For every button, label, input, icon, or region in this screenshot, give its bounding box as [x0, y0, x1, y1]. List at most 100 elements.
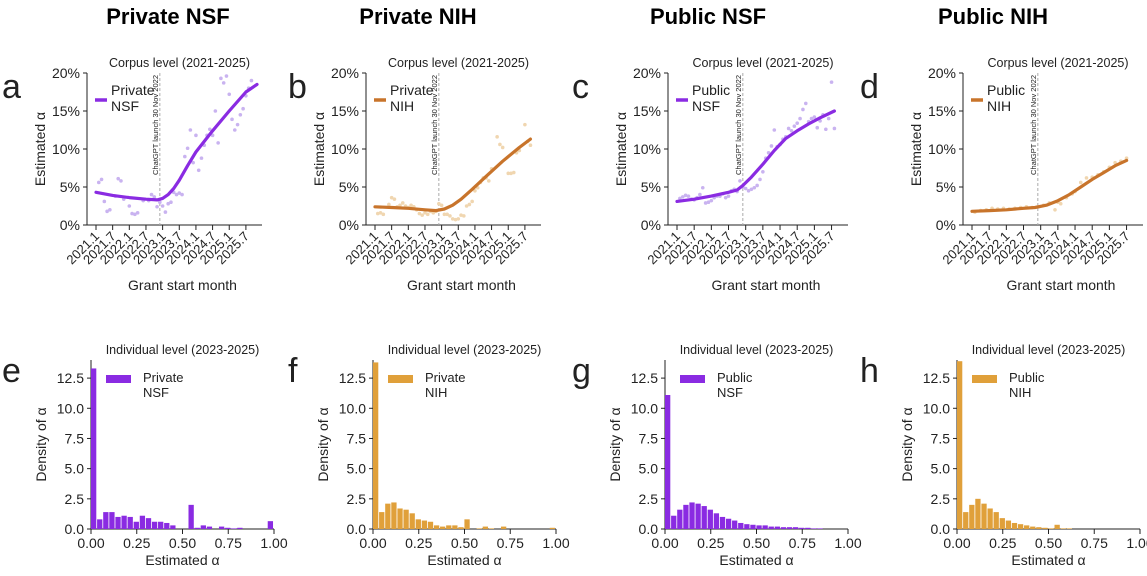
histogram-bar [379, 512, 385, 529]
scatter-point [102, 199, 107, 204]
scatter-point [723, 195, 728, 200]
scatter-point [177, 191, 182, 195]
scatter-point [400, 201, 405, 205]
histogram-bar [500, 526, 507, 529]
y-tick-label: 20% [52, 65, 80, 81]
scatter-point [108, 208, 112, 212]
chatgpt-launch-annotation: ChatGPT launch 30 Nov 2022 [734, 75, 743, 175]
scatter-point [511, 170, 516, 175]
scatter-point [803, 101, 808, 106]
y-tick-label: 12.5 [57, 370, 84, 386]
x-tick-label: 0.00 [943, 535, 970, 551]
y-tick-label: 0.0 [931, 521, 951, 537]
histogram-bar [738, 522, 744, 529]
y-tick-label: 0.0 [347, 521, 367, 537]
panel-letter: e [2, 352, 21, 390]
x-tick-label: 0.25 [989, 535, 1016, 551]
scatter-point [119, 179, 123, 183]
histogram-bar [762, 525, 768, 529]
scatter-point [495, 135, 499, 139]
scatter-point [1058, 201, 1063, 206]
column-title-public-nih: Public NIH [937, 4, 1048, 29]
y-tick-label: 0% [936, 217, 956, 233]
histogram-bar [750, 524, 756, 529]
chart-title: Corpus level (2021-2025) [109, 56, 250, 70]
scatter-point [523, 122, 527, 127]
scatter-point [738, 179, 742, 183]
histogram-bar [1011, 522, 1018, 529]
histogram-bar [817, 528, 823, 529]
histogram-bar [170, 525, 176, 529]
scatter-point [163, 210, 168, 214]
y-tick-label: 10.0 [57, 400, 84, 416]
chart-title: Individual level (2023-2025) [972, 343, 1126, 357]
chatgpt-launch-annotation: ChatGPT launch 30 Nov 2022 [1029, 75, 1038, 175]
y-tick-label: 5.0 [931, 461, 951, 477]
histogram-bar [725, 518, 732, 529]
y-tick-label: 7.5 [65, 430, 85, 446]
chart-title: Individual level (2023-2025) [106, 343, 260, 357]
histogram-bar [164, 522, 170, 529]
x-axis-label: Estimated α [427, 552, 501, 568]
panel-letter: a [2, 68, 21, 106]
scatter-point [437, 201, 441, 206]
scatter-point [392, 197, 397, 201]
chart-title: Individual level (2023-2025) [388, 343, 542, 357]
scatter-point [798, 116, 802, 121]
histogram-bar [133, 521, 139, 529]
scatter-point [467, 202, 472, 207]
panel-letter: c [572, 68, 589, 106]
histogram-bar [488, 528, 495, 529]
x-tick-label: 0.25 [697, 535, 724, 551]
scatter-point [795, 121, 800, 125]
y-tick-label: 7.5 [347, 430, 367, 446]
histogram-bar [799, 527, 805, 529]
scatter-point [752, 185, 757, 190]
y-tick-label: 20% [928, 65, 956, 81]
histogram-bar [1036, 527, 1042, 529]
x-tick-label: 1.00 [834, 535, 861, 551]
panel-letter: d [860, 68, 879, 106]
legend-label-line2: NIH [425, 385, 447, 400]
scatter-point [812, 115, 817, 119]
y-tick-label: 15% [52, 103, 80, 119]
histogram-bar [963, 512, 969, 529]
x-tick-label: 0.25 [405, 535, 432, 551]
histogram-bar [433, 525, 440, 529]
scatter-point [155, 204, 159, 209]
scatter-point [683, 193, 688, 198]
scatter-point [746, 189, 751, 193]
scatter-point [1124, 156, 1129, 160]
scatter-point [826, 116, 831, 121]
histogram-bar [1024, 525, 1030, 529]
histogram-bar [1060, 528, 1066, 529]
histogram-bar [97, 519, 103, 529]
scatter-point [442, 212, 447, 217]
histogram-bar [409, 513, 415, 529]
histogram-bar [188, 504, 194, 529]
scatter-point [224, 74, 229, 78]
histogram-bar [446, 525, 452, 529]
scatter-point [700, 185, 705, 190]
legend-label-line1: Public [987, 82, 1025, 98]
scatter-point [409, 203, 413, 208]
x-axis-label: Estimated α [1011, 552, 1085, 568]
legend-label-line2: NSF [111, 98, 139, 114]
legend-label-line2: NSF [717, 385, 743, 400]
panel-letter: g [572, 352, 591, 390]
histogram-bar [139, 515, 146, 529]
y-tick-label: 10.0 [339, 400, 366, 416]
scatter-point [99, 177, 104, 182]
y-tick-label: 10% [633, 141, 661, 157]
histogram-bar [975, 498, 981, 529]
histogram-bar [993, 512, 999, 529]
x-tick-label: 0.75 [497, 535, 524, 551]
scatter-point [235, 122, 240, 127]
scatter-point [786, 126, 791, 131]
scatter-point [183, 154, 187, 159]
scatter-point [160, 204, 165, 208]
scatter-point [500, 145, 505, 150]
